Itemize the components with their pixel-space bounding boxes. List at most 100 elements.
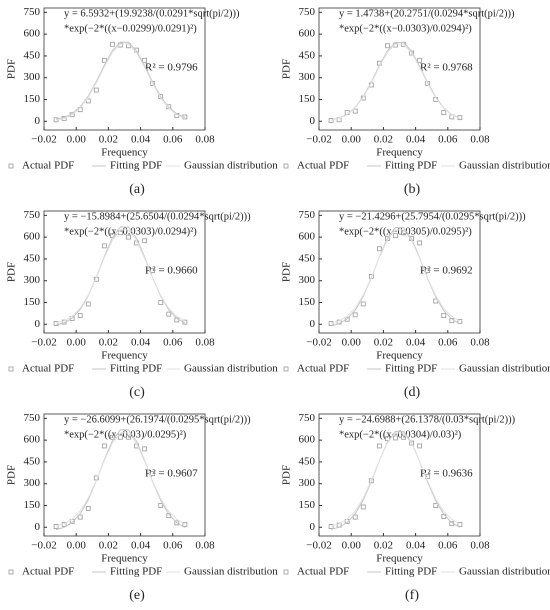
fit-line: [55, 229, 186, 324]
fit-line: [330, 430, 461, 530]
fit-line: [330, 41, 461, 121]
legend-swatch: [283, 569, 289, 575]
y-tick-label: 450: [299, 49, 316, 61]
y-tick-label: 300: [24, 477, 41, 489]
plot-frame: [43, 7, 206, 131]
x-axis-label: Frequency: [101, 350, 148, 362]
x-tick-label: 0.08: [195, 540, 215, 552]
x-tick-label: 0.04: [131, 337, 151, 349]
y-tick-label: 0: [35, 115, 41, 127]
fit-line: [330, 229, 461, 324]
y-tick-label: 150: [299, 499, 316, 511]
y-tick-label: 750: [24, 412, 41, 424]
x-tick-label: 0.04: [406, 134, 426, 146]
x-tick-label: 0.00: [67, 134, 87, 146]
data-point: [150, 268, 156, 273]
legend-label: Actual PDF: [22, 566, 74, 578]
equation: y = −21.4296+(25.7954/(0.0295*sqrt(pi/2)…: [339, 211, 526, 222]
data-point: [376, 246, 382, 252]
panel-label: (b): [404, 182, 421, 197]
data-point: [142, 446, 148, 452]
equation: y = 1.4738+(20.2751/(0.0294*sqrt(pi/2))): [339, 8, 515, 19]
y-tick-label: 150: [24, 93, 41, 105]
legend-label: Fitting PDF: [385, 566, 437, 578]
legend-label: Fitting PDF: [385, 363, 437, 375]
legend-label: Actual PDF: [22, 160, 74, 172]
legend-swatch: [8, 569, 14, 575]
data-point: [150, 471, 156, 476]
fit-line: [330, 43, 461, 121]
data-point: [77, 313, 83, 318]
legend-label: Gaussian distribution: [184, 363, 278, 375]
x-tick-label: 0.08: [470, 540, 490, 552]
panel: 0 150 300 450 600 750 −0.02 0.00 0.02 0.04 0.06 0.0…: [281, 6, 550, 197]
y-tick-label: 600: [24, 434, 41, 446]
y-tick-label: 150: [24, 499, 41, 511]
data-point: [93, 87, 99, 93]
x-axis-label: Frequency: [376, 553, 423, 565]
y-tick-label: 600: [299, 434, 316, 446]
y-tick-label: 750: [24, 209, 41, 221]
x-tick-label: −0.02: [306, 337, 331, 349]
legend-label: Gaussian distribution: [459, 363, 550, 375]
plot-frame: [318, 413, 481, 537]
plot-frame: [318, 210, 481, 334]
x-tick-label: −0.02: [31, 134, 56, 146]
x-tick-label: −0.02: [31, 337, 56, 349]
y-tick-label: 300: [299, 71, 316, 83]
panel: 0 150 300 450 600 750 −0.02 0.00 0.02 0.04 0.06 0.0…: [281, 412, 550, 603]
y-tick-label: 0: [35, 521, 41, 533]
x-tick-label: 0.06: [163, 134, 183, 146]
legend-label: Fitting PDF: [385, 160, 437, 172]
legend-label: Fitting PDF: [110, 566, 162, 578]
x-axis-label: Frequency: [376, 147, 423, 159]
y-tick-label: 600: [299, 231, 316, 243]
x-tick-label: 0.08: [470, 134, 490, 146]
y-tick-label: 450: [299, 252, 316, 264]
data-point: [126, 434, 131, 440]
data-point: [85, 98, 91, 104]
plot-frame: [43, 413, 206, 537]
fit-line: [55, 432, 186, 527]
data-point: [409, 440, 414, 446]
legend-label: Actual PDF: [297, 160, 349, 172]
data-point: [182, 521, 188, 527]
data-point: [417, 443, 423, 449]
data-point: [360, 301, 366, 307]
x-tick-label: 0.06: [163, 337, 183, 349]
y-axis-label: PDF: [281, 59, 293, 79]
fit-line: [55, 226, 186, 326]
data-point: [85, 301, 91, 307]
y-axis-label: PDF: [6, 262, 18, 282]
plot-frame: [318, 7, 481, 131]
data-point: [53, 524, 59, 529]
legend-label: Gaussian distribution: [459, 566, 550, 578]
y-axis-label: PDF: [6, 465, 18, 485]
data-point: [344, 316, 350, 322]
data-point: [417, 240, 423, 246]
x-tick-label: 0.06: [438, 337, 458, 349]
x-tick-label: 0.02: [99, 337, 118, 349]
data-point: [441, 110, 447, 115]
data-point: [433, 503, 439, 508]
panel: 0 150 300 450 600 750 −0.02 0.00 0.02 0.04 0.06 0.0…: [6, 6, 279, 197]
fit-line: [330, 432, 461, 527]
y-axis-label: PDF: [281, 262, 293, 282]
data-point: [401, 434, 406, 440]
r-squared: R² = 0.9607: [145, 468, 198, 480]
data-point: [118, 42, 123, 48]
x-tick-label: 0.08: [470, 337, 490, 349]
y-tick-label: 150: [299, 93, 316, 105]
data-point: [158, 300, 164, 305]
panel-label: (a): [129, 182, 145, 197]
y-tick-label: 150: [299, 296, 316, 308]
data-point: [142, 57, 148, 63]
legend-label: Actual PDF: [297, 363, 349, 375]
data-point: [360, 504, 366, 510]
legend-label: Gaussian distribution: [459, 160, 550, 172]
x-tick-label: 0.02: [374, 337, 393, 349]
x-tick-label: 0.06: [438, 540, 458, 552]
x-tick-label: 0.00: [67, 337, 87, 349]
legend-swatch: [8, 366, 14, 372]
fit-line: [55, 43, 186, 121]
